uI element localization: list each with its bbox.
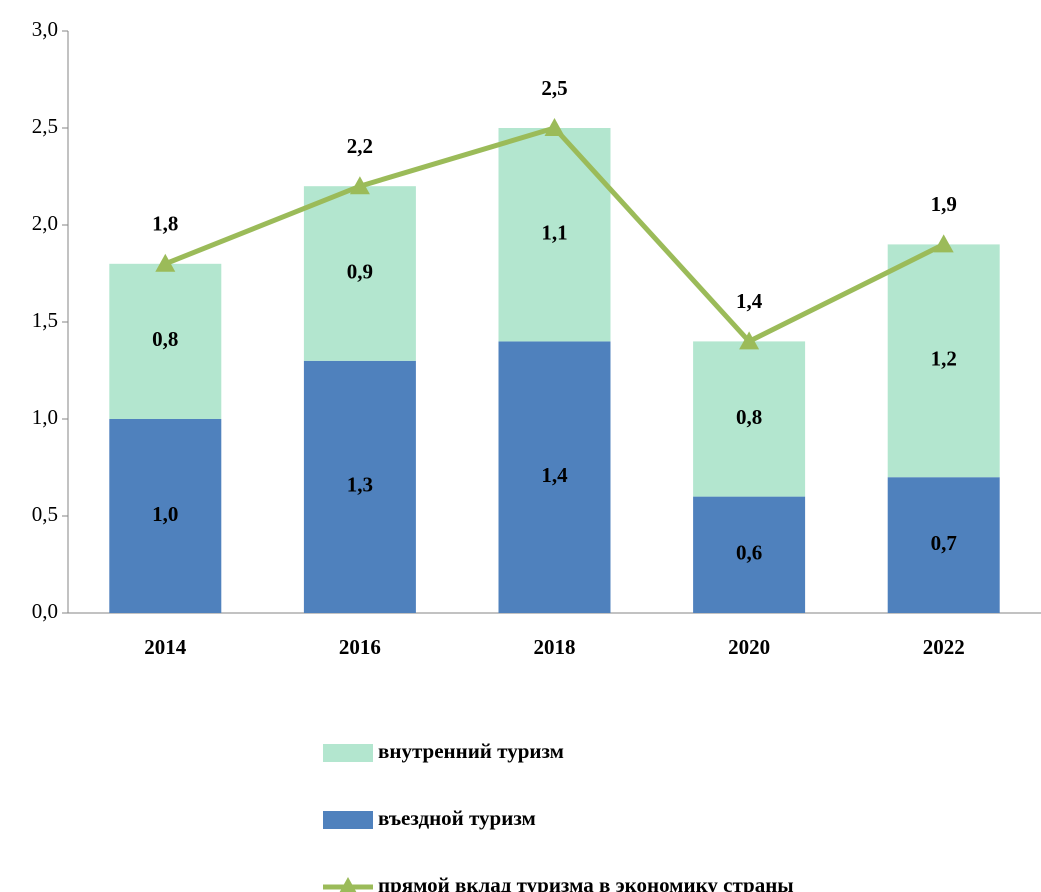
line-value-label: 2,2 [347, 134, 373, 158]
bar [887, 477, 1000, 613]
legend-swatch [323, 811, 373, 829]
line-value-label: 1,8 [152, 212, 178, 236]
legend-label: въездной туризм [378, 806, 536, 830]
bar-value-label: 1,2 [931, 347, 957, 371]
bar [498, 128, 611, 342]
bar [109, 263, 222, 419]
bar-value-label: 1,3 [347, 473, 373, 497]
legend-label: прямой вклад туризма в экономику страны [378, 873, 794, 892]
x-tick-label: 2014 [144, 635, 187, 659]
line-value-label: 1,4 [736, 289, 763, 313]
y-tick-label: 0,0 [32, 599, 58, 623]
bar [303, 360, 416, 613]
line-marker [544, 118, 565, 136]
bar-value-label: 1,0 [152, 502, 178, 526]
legend-marker [339, 877, 357, 892]
bar-value-label: 0,8 [152, 327, 178, 351]
y-tick-label: 0,5 [32, 502, 58, 526]
y-tick-label: 3,0 [32, 17, 58, 41]
bar-value-label: 0,8 [736, 405, 762, 429]
bar-value-label: 1,1 [541, 221, 567, 245]
legend-label: внутренний туризм [378, 739, 564, 763]
x-tick-label: 2022 [923, 635, 965, 659]
bar [887, 244, 1000, 478]
line-value-label: 2,5 [541, 76, 567, 100]
bar-value-label: 0,9 [347, 259, 373, 283]
bar [303, 186, 416, 361]
y-tick-label: 1,5 [32, 308, 58, 332]
bar [693, 496, 806, 613]
bar [109, 419, 222, 613]
bar-value-label: 0,7 [931, 531, 957, 555]
y-tick-label: 1,0 [32, 405, 58, 429]
line-marker [349, 176, 370, 195]
y-tick-label: 2,0 [32, 211, 58, 235]
bar-value-label: 1,4 [541, 463, 568, 487]
bar [498, 341, 611, 613]
x-tick-label: 2018 [534, 635, 576, 659]
bar-value-label: 0,6 [736, 541, 762, 565]
legend-swatch [323, 744, 373, 762]
line-marker [739, 331, 760, 350]
x-tick-label: 2020 [728, 635, 770, 659]
line-marker [933, 234, 954, 253]
y-tick-label: 2,5 [32, 114, 58, 138]
line-marker [155, 253, 176, 272]
bar [693, 341, 806, 497]
x-tick-label: 2016 [339, 635, 381, 659]
line-value-label: 1,9 [931, 192, 957, 216]
